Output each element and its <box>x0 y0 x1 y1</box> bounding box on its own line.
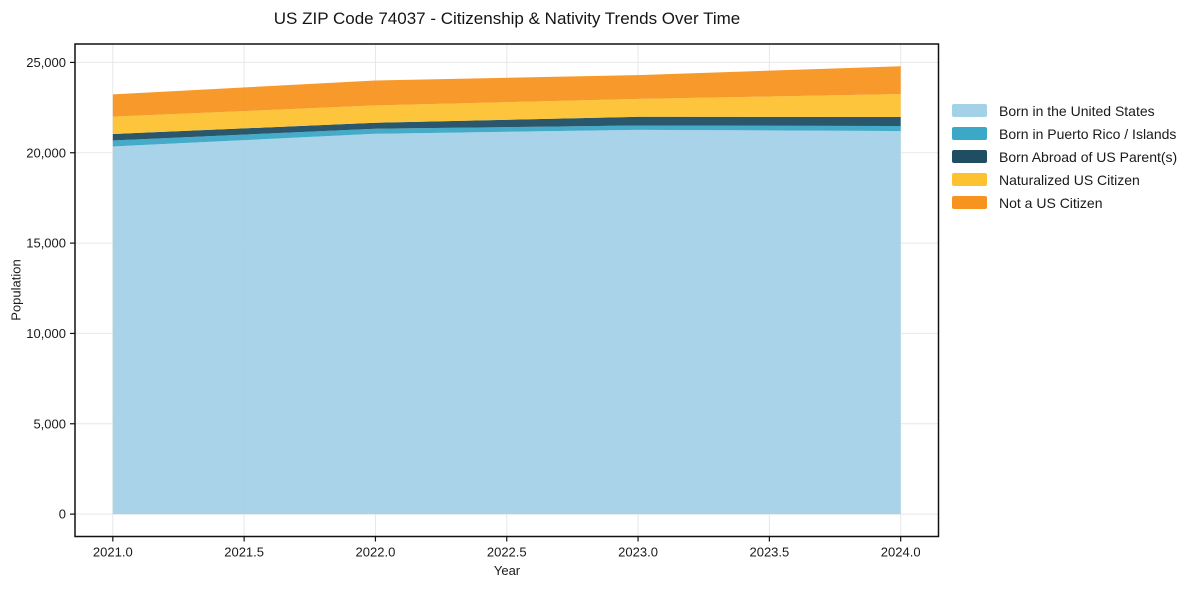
x-tick-label: 2022.0 <box>356 545 396 560</box>
y-tick-label: 0 <box>59 507 66 522</box>
legend-item: Born in the United States <box>952 102 1177 119</box>
area-not-a-us-citizen <box>112 66 901 117</box>
area-born-in-puerto-rico-islands <box>112 125 901 147</box>
x-tick-label: 2024.0 <box>881 545 921 560</box>
legend-item: Not a US Citizen <box>952 194 1177 211</box>
legend-label: Not a US Citizen <box>999 194 1103 211</box>
area-naturalized-us-citizen <box>112 94 901 134</box>
x-tick-label: 2023.5 <box>749 545 789 560</box>
legend-label: Born in Puerto Rico / Islands <box>999 125 1177 142</box>
x-tick-label: 2021.0 <box>93 545 133 560</box>
legend-swatch <box>952 196 987 209</box>
y-axis-label: Population <box>8 259 24 321</box>
legend-swatch <box>952 173 987 186</box>
x-tick-label: 2021.5 <box>224 545 264 560</box>
chart-title: US ZIP Code 74037 - Citizenship & Nativi… <box>273 9 741 28</box>
legend-swatch <box>952 104 987 117</box>
y-tick-label: 10,000 <box>26 326 66 341</box>
legend-swatch <box>952 150 987 163</box>
y-tick-label: 25,000 <box>26 55 66 70</box>
legend: Born in the United States Born in Puerto… <box>952 102 1178 211</box>
x-tick-label: 2022.5 <box>487 545 527 560</box>
y-tick-label: 20,000 <box>26 145 66 160</box>
legend-item: Born Abroad of US Parent(s) <box>952 148 1178 165</box>
legend-item: Born in Puerto Rico / Islands <box>952 125 1177 142</box>
y-tick-label: 15,000 <box>26 236 66 251</box>
legend-label: Born in the United States <box>999 102 1155 119</box>
legend-label: Born Abroad of US Parent(s) <box>999 148 1178 165</box>
legend-label: Naturalized US Citizen <box>999 171 1140 188</box>
legend-item: Naturalized US Citizen <box>952 171 1177 188</box>
x-tick-label: 2023.0 <box>618 545 658 560</box>
x-axis-label: Year <box>493 563 521 578</box>
y-tick-label: 5,000 <box>33 416 66 431</box>
area-born-in-the-united-states <box>112 129 901 515</box>
area-born-abroad-of-us-parent-s- <box>112 116 901 141</box>
legend-swatch <box>952 127 987 140</box>
